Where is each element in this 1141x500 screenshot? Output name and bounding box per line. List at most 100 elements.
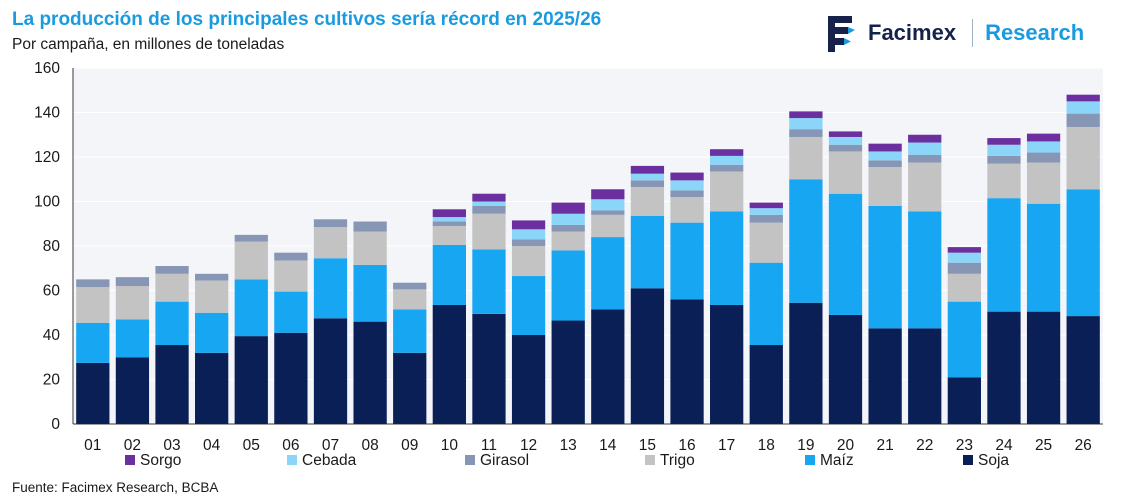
bar-soja-18 <box>749 345 783 424</box>
bar-cebada-18 <box>749 208 783 215</box>
bar-maiz-21 <box>868 205 902 329</box>
y-tick-label: 60 <box>43 283 61 300</box>
legend-swatch-girasol <box>465 455 475 465</box>
bar-maiz-17 <box>710 211 744 305</box>
y-tick-label: 40 <box>43 327 61 344</box>
bar-soja-16 <box>670 299 704 424</box>
bar-girasol-02 <box>115 277 150 287</box>
bar-soja-20 <box>828 314 863 424</box>
x-tick-label: 12 <box>520 437 537 454</box>
bar-soja-25 <box>1026 311 1061 424</box>
bar-girasol-03 <box>155 266 189 274</box>
bar-trigo-03 <box>155 273 189 302</box>
bar-trigo-06 <box>274 260 308 292</box>
bar-cebada-21 <box>868 151 902 161</box>
bar-maiz-05 <box>234 279 268 337</box>
bar-sorgo-12 <box>511 220 546 230</box>
bar-maiz-24 <box>987 198 1021 312</box>
bar-trigo-21 <box>868 167 902 206</box>
x-tick-label: 20 <box>837 437 855 454</box>
x-tick-label: 25 <box>1035 437 1052 454</box>
bar-maiz-10 <box>432 244 466 305</box>
bar-girasol-26 <box>1066 113 1100 127</box>
bar-girasol-24 <box>987 155 1021 164</box>
bar-trigo-02 <box>115 286 150 320</box>
bar-maiz-04 <box>195 312 229 353</box>
bar-soja-08 <box>353 321 387 424</box>
bar-soja-13 <box>551 320 585 424</box>
bar-soja-10 <box>432 304 466 424</box>
legend-label-maiz: Maíz <box>820 452 854 469</box>
bar-trigo-13 <box>551 231 585 251</box>
bar-girasol-16 <box>670 190 704 198</box>
legend-label-cebada: Cebada <box>302 452 357 469</box>
brand-name: Facimex <box>868 20 957 45</box>
bar-girasol-08 <box>353 221 387 232</box>
bar-trigo-14 <box>591 214 625 238</box>
bar-soja-12 <box>511 335 546 424</box>
bar-maiz-09 <box>393 309 427 353</box>
bar-maiz-06 <box>274 291 308 333</box>
y-tick-label: 140 <box>34 105 60 122</box>
bar-soja-03 <box>155 345 189 424</box>
x-tick-label: 17 <box>718 437 735 454</box>
bar-trigo-16 <box>670 197 704 223</box>
x-tick-label: 21 <box>876 437 893 454</box>
y-tick-label: 80 <box>43 238 61 255</box>
legend-label-soja: Soja <box>978 452 1009 469</box>
bar-soja-07 <box>313 318 348 424</box>
bar-trigo-23 <box>947 273 981 302</box>
x-tick-label: 10 <box>441 437 459 454</box>
y-tick-label: 0 <box>51 416 60 433</box>
bar-maiz-23 <box>947 301 981 378</box>
bar-maiz-03 <box>155 301 189 346</box>
y-tick-label: 160 <box>34 60 60 77</box>
bar-trigo-24 <box>987 163 1021 199</box>
x-tick-label: 11 <box>481 437 497 454</box>
bar-soja-14 <box>591 309 625 424</box>
bar-maiz-15 <box>630 215 665 289</box>
bar-sorgo-22 <box>908 134 942 143</box>
bar-cebada-17 <box>710 155 744 165</box>
bar-maiz-11 <box>472 249 506 314</box>
bar-girasol-18 <box>749 214 783 223</box>
bar-girasol-19 <box>789 129 823 137</box>
x-tick-label: 13 <box>560 437 577 454</box>
bar-sorgo-13 <box>551 202 585 214</box>
bar-soja-04 <box>195 352 229 424</box>
bar-cebada-26 <box>1066 101 1100 114</box>
legend-swatch-sorgo <box>125 455 135 465</box>
brand-tag: Research <box>985 20 1085 45</box>
brand-divider <box>972 19 974 47</box>
bar-trigo-07 <box>313 227 348 259</box>
bar-girasol-17 <box>710 164 744 172</box>
bar-girasol-23 <box>947 262 981 274</box>
bar-trigo-20 <box>828 151 863 194</box>
x-tick-label: 24 <box>995 437 1013 454</box>
bar-soja-15 <box>630 288 665 424</box>
legend-label-sorgo: Sorgo <box>140 452 181 469</box>
bar-girasol-04 <box>195 273 229 281</box>
bar-trigo-11 <box>472 213 506 250</box>
bar-cebada-25 <box>1026 141 1061 153</box>
bar-cebada-11 <box>472 201 506 206</box>
bar-girasol-09 <box>393 282 427 290</box>
x-tick-label: 03 <box>163 437 180 454</box>
bar-sorgo-19 <box>789 111 823 119</box>
bar-girasol-12 <box>511 239 546 246</box>
bar-sorgo-16 <box>670 172 704 181</box>
bar-maiz-14 <box>591 237 625 310</box>
y-tick-label: 120 <box>34 149 60 166</box>
bar-sorgo-15 <box>630 165 665 174</box>
bar-maiz-16 <box>670 222 704 300</box>
x-tick-label: 19 <box>797 437 814 454</box>
bar-soja-21 <box>868 328 902 424</box>
bar-trigo-05 <box>234 241 268 280</box>
bar-girasol-10 <box>432 221 466 226</box>
bar-girasol-20 <box>828 144 863 152</box>
x-tick-label: 18 <box>758 437 775 454</box>
bar-girasol-05 <box>234 234 268 242</box>
bar-soja-23 <box>947 377 981 424</box>
x-tick-label: 26 <box>1075 437 1092 454</box>
bar-girasol-13 <box>551 224 585 232</box>
